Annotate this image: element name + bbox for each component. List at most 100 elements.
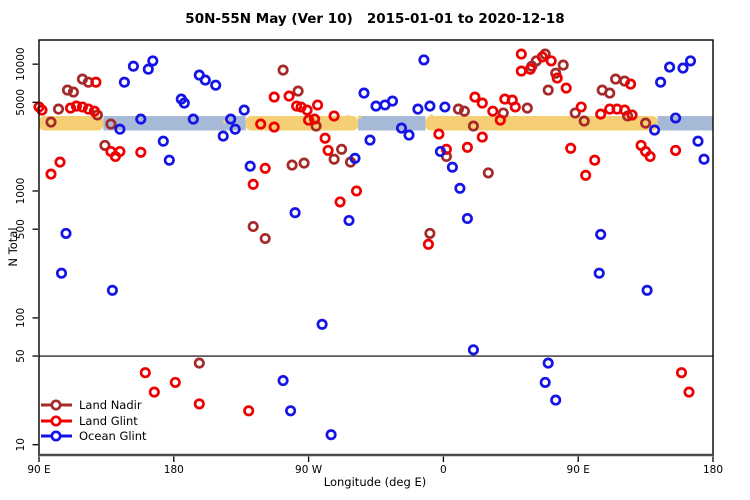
data-point: [454, 182, 466, 194]
series-land-glint: [33, 48, 695, 417]
data-point: [467, 344, 479, 356]
data-point: [54, 156, 66, 168]
data-point: [433, 128, 445, 140]
data-point: [675, 367, 688, 379]
data-point: [247, 220, 259, 233]
legend-label: Land Glint: [79, 414, 138, 428]
data-point: [424, 100, 436, 112]
data-point: [268, 91, 280, 103]
data-point: [309, 113, 321, 125]
data-point: [82, 103, 94, 115]
data-point: [461, 212, 473, 225]
data-point: [649, 124, 661, 136]
y-tick-label: 50: [15, 349, 27, 362]
data-point: [515, 48, 527, 60]
x-tick-label: 180: [703, 464, 723, 476]
data-point: [199, 74, 211, 86]
y-tick-label: 5000: [15, 89, 27, 116]
data-point: [210, 79, 222, 91]
data-point: [670, 144, 682, 156]
data-point: [225, 113, 237, 125]
legend-marker: [50, 430, 62, 442]
data-point: [76, 101, 88, 113]
data-point: [291, 100, 303, 112]
data-point: [418, 54, 430, 66]
data-point: [147, 55, 159, 67]
data-point: [238, 104, 250, 116]
data-point: [434, 145, 446, 158]
data-point: [595, 108, 607, 120]
data-point: [644, 150, 656, 163]
legend-marker: [50, 399, 62, 411]
y-tick-label: 500: [15, 219, 27, 239]
data-point: [45, 168, 57, 180]
data-point: [446, 161, 458, 173]
data-point: [578, 115, 590, 127]
data-point: [440, 143, 452, 155]
data-point: [509, 101, 521, 113]
data-point: [255, 118, 267, 130]
band-ocean-segment: [103, 116, 246, 131]
data-point: [142, 63, 154, 75]
data-point: [193, 357, 205, 369]
data-point: [550, 394, 562, 406]
data-point: [70, 100, 82, 112]
data-point: [575, 101, 587, 113]
data-point: [99, 139, 111, 151]
data-point: [244, 160, 256, 172]
data-point: [187, 113, 199, 125]
data-point: [349, 152, 361, 164]
data-point: [52, 103, 65, 115]
data-point: [243, 405, 255, 417]
data-point: [670, 112, 682, 124]
data-point: [539, 376, 551, 388]
data-point: [589, 154, 601, 166]
data-point: [515, 65, 527, 77]
data-point: [487, 105, 499, 117]
series-land-nadir: [45, 48, 652, 369]
band-speckle: [357, 115, 362, 119]
data-point: [422, 238, 434, 250]
data-point: [45, 116, 57, 128]
data-point: [127, 60, 139, 72]
x-tick-label: 0: [440, 464, 447, 476]
band-speckle: [345, 114, 350, 119]
data-point: [551, 72, 563, 84]
data-point: [395, 122, 408, 134]
data-point: [301, 104, 313, 116]
data-point: [536, 51, 548, 63]
data-point: [277, 64, 289, 76]
data-point: [655, 76, 667, 88]
x-tick-label: 180: [164, 464, 184, 476]
data-point: [277, 375, 289, 387]
y-tick-label: 10000: [15, 47, 27, 80]
data-point: [580, 169, 592, 181]
data-point: [139, 367, 151, 379]
legend-marker: [50, 415, 62, 427]
data-point: [476, 131, 488, 143]
data-point: [36, 104, 48, 116]
data-point: [461, 141, 473, 153]
data-point: [135, 146, 147, 158]
data-point: [60, 227, 72, 239]
data-point: [303, 114, 315, 126]
y-axis-ticks: 10000 5000 1000 500 100 50 10: [15, 47, 38, 451]
data-point: [610, 73, 622, 85]
data-point: [322, 144, 334, 156]
data-point: [285, 405, 297, 417]
data-point: [229, 123, 241, 135]
data-point: [259, 232, 271, 245]
data-point: [114, 123, 126, 135]
data-point: [403, 129, 415, 141]
data-point: [328, 110, 340, 122]
y-axis-label: N Total: [6, 227, 20, 267]
data-point: [557, 59, 569, 71]
data-point: [698, 153, 710, 165]
x-tick-label: 90 W: [295, 464, 323, 476]
data-point: [163, 154, 175, 166]
data-point: [334, 196, 346, 208]
chart-title: 50N-55N May (Ver 10) 2015-01-01 to 2020-…: [185, 11, 565, 27]
data-point: [247, 178, 259, 190]
